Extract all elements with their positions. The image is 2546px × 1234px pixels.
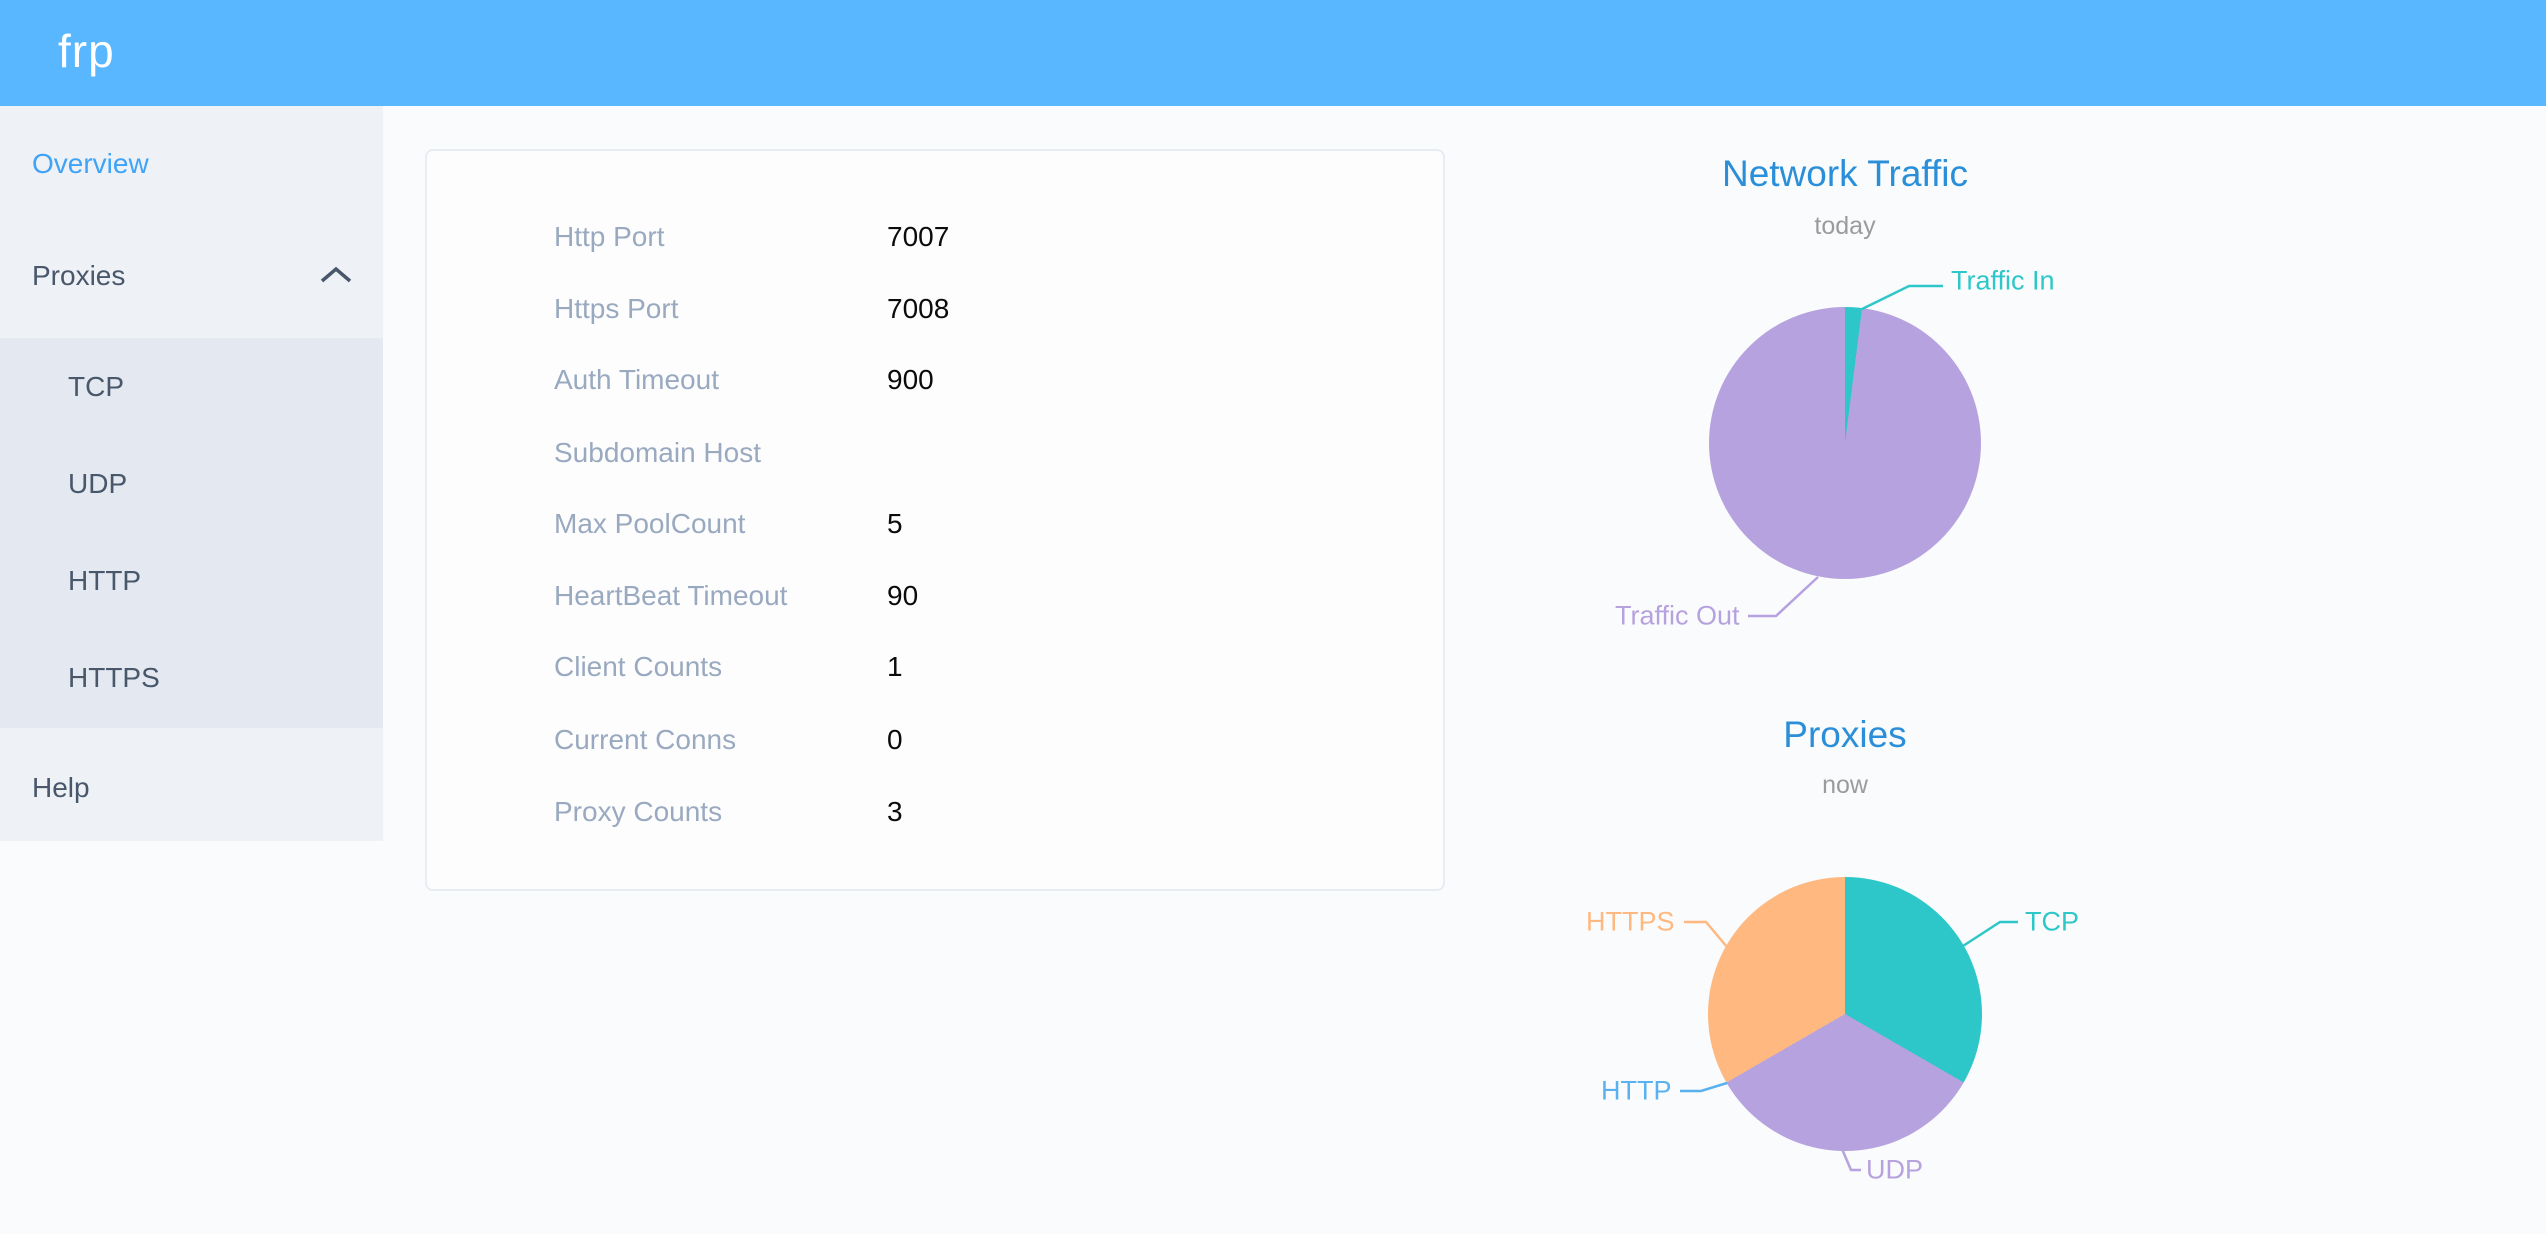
config-label: Subdomain Host bbox=[554, 437, 762, 468]
network-traffic-chart-subtitle: today bbox=[1814, 212, 1876, 240]
pie-label-udp: UDP bbox=[1866, 1154, 1924, 1185]
sidebar-item-http[interactable]: HTTP bbox=[0, 532, 383, 629]
sidebar-item-proxies[interactable]: Proxies bbox=[0, 226, 383, 326]
sidebar-item-udp-label: UDP bbox=[68, 468, 128, 499]
config-value: 900 bbox=[887, 364, 934, 395]
sidebar-item-tcp[interactable]: TCP bbox=[0, 338, 383, 435]
row-client-counts: Client Counts 1 bbox=[427, 646, 1443, 688]
config-value: 1 bbox=[887, 651, 903, 682]
proxies-chart-subtitle: now bbox=[1822, 771, 1868, 799]
config-label: Current Conns bbox=[554, 724, 737, 755]
config-value: 7008 bbox=[887, 293, 950, 324]
row-current-conns: Current Conns 0 bbox=[427, 719, 1443, 761]
server-info-card: Http Port 7007 Https Port 7008 Auth Time… bbox=[425, 149, 1445, 891]
app-logo: frp bbox=[58, 25, 115, 77]
config-label: Proxy Counts bbox=[554, 796, 723, 827]
pie-label-http: HTTP bbox=[1601, 1075, 1672, 1106]
config-value: 7007 bbox=[887, 221, 950, 252]
config-label: Client Counts bbox=[554, 651, 723, 682]
leader-traffic-out bbox=[1748, 576, 1819, 618]
chevron-up-icon bbox=[320, 266, 352, 283]
sidebar-item-udp[interactable]: UDP bbox=[0, 435, 383, 532]
leader-https bbox=[1684, 920, 1728, 948]
row-proxy-counts: Proxy Counts 3 bbox=[427, 791, 1443, 833]
sidebar-item-tcp-label: TCP bbox=[68, 371, 124, 402]
sidebar-proxies-submenu: TCP UDP HTTP HTTPS bbox=[0, 338, 383, 728]
sidebar-item-https-label: HTTPS bbox=[68, 662, 160, 693]
row-max-poolcount: Max PoolCount 5 bbox=[427, 503, 1443, 545]
pie-label-tcp: TCP bbox=[2025, 906, 2079, 937]
network-traffic-chart-title: Network Traffic bbox=[1721, 153, 1969, 194]
config-label: Auth Timeout bbox=[554, 364, 719, 395]
config-label: Http Port bbox=[554, 221, 665, 252]
config-label: Max PoolCount bbox=[554, 508, 746, 539]
config-label: Https Port bbox=[554, 293, 679, 324]
pie-label-traffic-in: Traffic In bbox=[1951, 265, 2055, 296]
sidebar-item-http-label: HTTP bbox=[68, 565, 142, 596]
config-label: HeartBeat Timeout bbox=[554, 580, 788, 611]
config-value: 90 bbox=[887, 580, 919, 611]
sidebar-item-overview-label: Overview bbox=[32, 148, 149, 179]
row-heartbeat-timeout: HeartBeat Timeout 90 bbox=[427, 575, 1443, 617]
sidebar-item-help[interactable]: Help bbox=[0, 738, 383, 838]
proxies-chart-title: Proxies bbox=[1783, 714, 1907, 755]
leader-udp bbox=[1840, 1148, 1861, 1172]
leader-traffic-in bbox=[1857, 284, 1943, 313]
pie-label-traffic-out: Traffic Out bbox=[1615, 600, 1740, 631]
leader-http bbox=[1680, 1081, 1728, 1093]
config-value: 0 bbox=[887, 724, 903, 755]
sidebar-item-proxies-label: Proxies bbox=[32, 260, 126, 291]
sidebar-item-overview[interactable]: Overview bbox=[0, 114, 383, 214]
pie-label-https: HTTPS bbox=[1586, 906, 1675, 937]
leader-tcp bbox=[1962, 920, 2018, 948]
network-traffic-pie-chart[interactable] bbox=[1709, 307, 1981, 579]
row-subdomain-host: Subdomain Host bbox=[427, 432, 1443, 474]
sidebar: Overview Proxies TCP UDP HTTP HTTPS Help bbox=[0, 106, 383, 841]
row-https-port: Https Port 7008 bbox=[427, 288, 1443, 330]
config-value: 3 bbox=[887, 796, 903, 827]
app-header: frp bbox=[0, 0, 2546, 106]
row-http-port: Http Port 7007 bbox=[427, 216, 1443, 258]
sidebar-item-https[interactable]: HTTPS bbox=[0, 629, 383, 726]
config-value: 5 bbox=[887, 508, 903, 539]
row-auth-timeout: Auth Timeout 900 bbox=[427, 359, 1443, 401]
proxies-pie-chart[interactable] bbox=[1708, 877, 1982, 1151]
sidebar-item-help-label: Help bbox=[32, 772, 90, 803]
